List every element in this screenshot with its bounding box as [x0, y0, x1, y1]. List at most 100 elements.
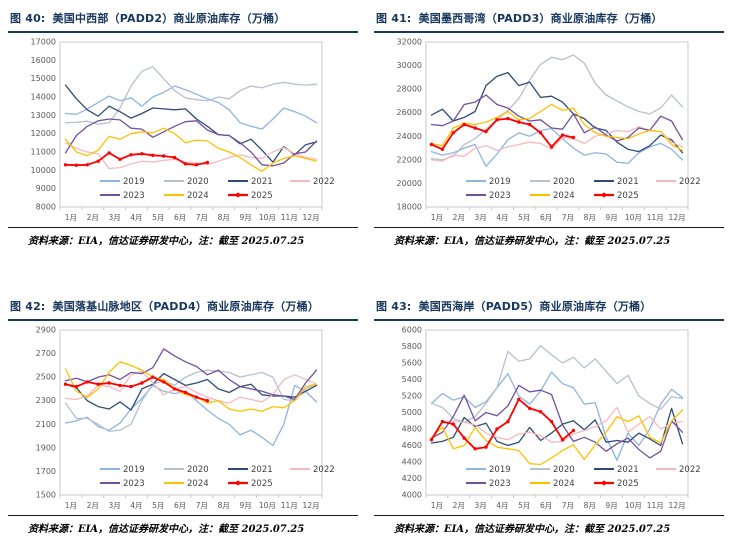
series-2025-marker — [183, 162, 188, 166]
series-2025-marker — [107, 381, 111, 385]
legend-label-2022: 2022 — [313, 177, 335, 187]
series-2025-marker — [538, 131, 543, 135]
x-tick-label: 6月 — [540, 501, 552, 510]
legend-marker-2025 — [601, 480, 607, 486]
legend-label-2022: 2022 — [679, 177, 701, 187]
x-tick-label: 3月 — [474, 213, 486, 222]
series-2024 — [430, 103, 684, 152]
series-2025 — [64, 152, 209, 167]
x-tick-label: 11月 — [647, 501, 664, 510]
series-2025-marker — [172, 387, 177, 391]
series-2025-marker — [129, 384, 133, 389]
x-tick-label: 9月 — [239, 501, 251, 510]
y-tick-label: 2900 — [36, 326, 56, 335]
legend-label-2020: 2020 — [187, 177, 209, 187]
series-2025-marker — [549, 419, 554, 424]
legend-label-2021: 2021 — [251, 177, 273, 187]
x-tick-label: 12月 — [303, 501, 320, 510]
series-2023 — [430, 94, 684, 142]
y-tick-label: 8000 — [36, 203, 56, 212]
series-2025-marker — [560, 438, 565, 442]
legend-label-2019: 2019 — [489, 177, 511, 187]
series-2025-marker — [118, 157, 122, 161]
legend-label-2025: 2025 — [617, 191, 639, 201]
y-tick-label: 16000 — [31, 56, 56, 65]
x-tick-label: 6月 — [174, 213, 186, 222]
series-2025-marker — [528, 122, 532, 127]
legend-label-2022: 2022 — [679, 465, 701, 475]
legend-label-2021: 2021 — [251, 465, 273, 475]
x-tick-label: 1月 — [65, 501, 77, 510]
series-2023 — [64, 118, 318, 167]
x-tick-label: 7月 — [562, 213, 574, 222]
series-2025-marker — [495, 118, 499, 122]
source-note: 资料来源：EIA，信达证券研发中心，注：截至 2025.07.25 — [8, 227, 358, 247]
series-2023 — [430, 384, 684, 459]
x-tick-label: 9月 — [239, 213, 251, 222]
series-2020 — [430, 54, 684, 161]
figure-title-text: 美国落基山脉地区（PADD4）商业原油库存（万桶） — [52, 300, 320, 313]
legend-label-2025: 2025 — [251, 191, 273, 201]
x-tick-label: 3月 — [108, 213, 120, 222]
series-2025-marker — [205, 399, 210, 403]
series-2025-marker — [183, 390, 188, 395]
legend-label-2023: 2023 — [123, 479, 145, 489]
x-tick-label: 2月 — [87, 213, 99, 222]
series-2025-marker — [74, 384, 79, 389]
legend-marker-2025 — [235, 480, 241, 486]
y-tick-label: 15000 — [31, 74, 56, 83]
series-2022 — [64, 142, 318, 170]
figure-number: 图 43: — [376, 300, 412, 313]
y-tick-label: 17000 — [31, 38, 56, 47]
figure-title-text: 美国西海岸（PADD5）商业原油库存（万桶） — [418, 300, 652, 313]
legend-label-2023: 2023 — [489, 191, 511, 201]
figure-title-text: 美国墨西哥湾（PADD3）商业原油库存（万桶） — [418, 12, 663, 25]
y-tick-label: 10000 — [31, 166, 56, 175]
y-tick-label: 1900 — [36, 443, 56, 452]
figure-43-padd5-card: 图 43: 美国西海岸（PADD5）商业原油库存（万桶） 4000 4200 440… — [366, 268, 732, 537]
y-tick-label: 20000 — [397, 179, 422, 188]
series-2021 — [64, 84, 318, 163]
figure-title-text: 美国中西部（PADD2）商业原油库存（万桶） — [52, 12, 286, 25]
legend-label-2021: 2021 — [617, 465, 639, 475]
x-tick-label: 11月 — [647, 213, 664, 222]
series-2025-marker — [151, 375, 155, 379]
series-2025-marker — [440, 419, 445, 424]
series-2025-marker — [484, 445, 488, 449]
y-tick-label: 5800 — [402, 342, 422, 351]
series-2025-marker — [528, 406, 532, 411]
x-tick-label: 8月 — [584, 501, 596, 510]
x-tick-label: 2月 — [87, 501, 99, 510]
series-2025 — [430, 398, 575, 450]
y-tick-label: 26000 — [397, 108, 422, 117]
series-2025-marker — [560, 133, 565, 137]
source-note: 资料来源：EIA，信达证券研发中心，注：截至 2025.07.25 — [374, 515, 724, 535]
x-tick-label: 10月 — [625, 213, 642, 222]
y-tick-label: 1700 — [36, 467, 56, 476]
series-2025-marker — [538, 410, 543, 414]
series-2025-marker — [571, 428, 576, 433]
y-tick-label: 14000 — [31, 93, 56, 102]
series-2025-marker — [462, 122, 466, 127]
series-2025-marker — [495, 427, 499, 431]
y-tick-label: 13000 — [31, 111, 56, 120]
series-2025-marker — [549, 145, 554, 149]
figure-41-title: 图 41: 美国墨西哥湾（PADD3）商业原油库存（万桶） — [374, 10, 724, 33]
legend-marker-2025 — [601, 192, 607, 198]
x-tick-label: 5月 — [152, 213, 164, 222]
series-2025-marker — [451, 422, 455, 426]
x-tick-label: 11月 — [281, 501, 298, 510]
x-tick-label: 2月 — [453, 213, 465, 222]
y-tick-label: 2700 — [36, 349, 56, 358]
y-tick-label: 18000 — [397, 203, 422, 212]
y-tick-label: 28000 — [397, 85, 422, 94]
y-tick-label: 9000 — [36, 184, 56, 193]
y-tick-label: 4800 — [402, 425, 422, 434]
x-tick-label: 3月 — [474, 501, 486, 510]
x-tick-label: 6月 — [540, 213, 552, 222]
series-2025-marker — [140, 152, 144, 156]
y-tick-label: 22000 — [397, 155, 422, 164]
x-tick-label: 11月 — [281, 213, 298, 222]
x-tick-label: 1月 — [65, 213, 77, 222]
